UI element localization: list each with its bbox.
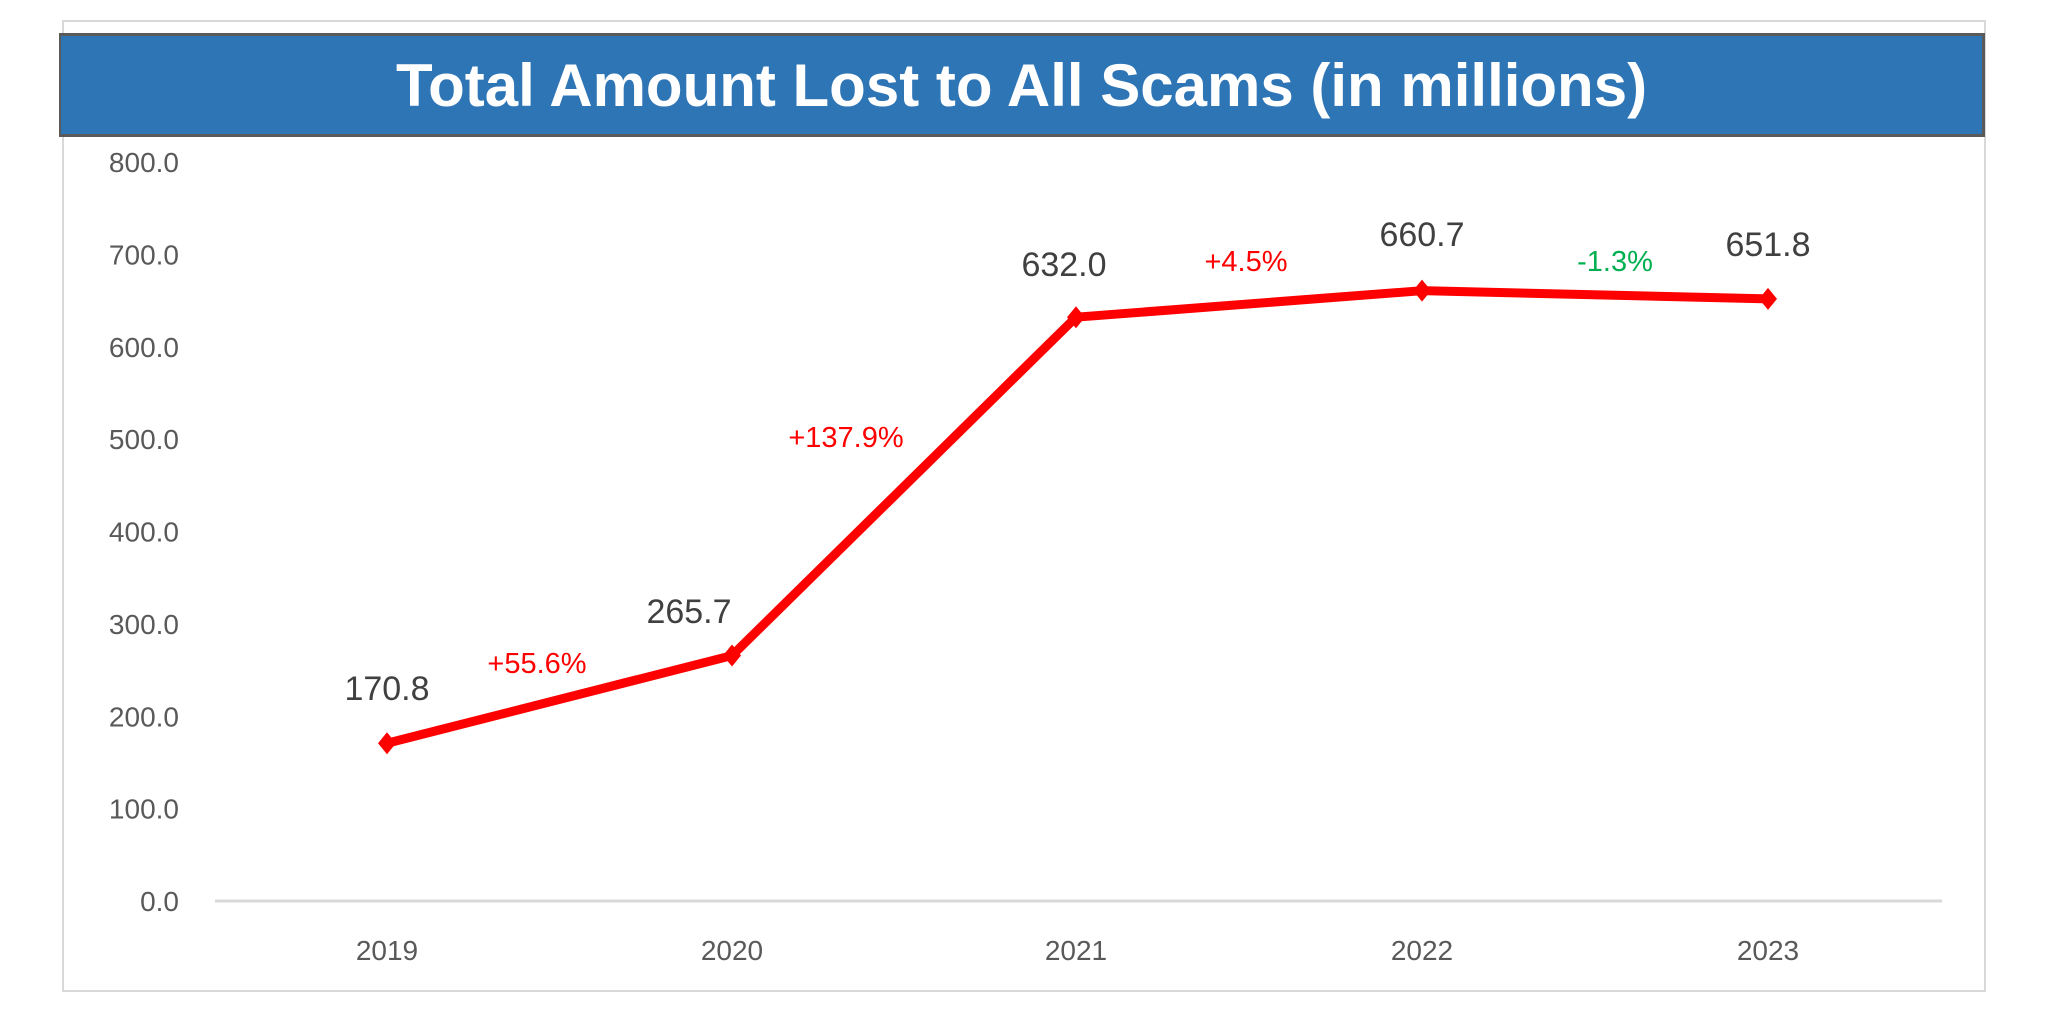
data-label: 632.0 [1021, 246, 1106, 284]
data-point-marker [1413, 279, 1431, 302]
x-tick-label: 2023 [1737, 935, 1799, 966]
y-tick-label: 0.0 [140, 886, 179, 917]
title-bar: Total Amount Lost to All Scams (in milli… [59, 33, 1985, 137]
x-tick-label: 2019 [356, 935, 418, 966]
y-tick-label: 100.0 [109, 794, 179, 825]
y-tick-label: 600.0 [109, 332, 179, 363]
chart-frame [62, 20, 1986, 992]
data-label: 170.8 [344, 670, 429, 708]
change-label: +55.6% [487, 648, 586, 680]
change-label: -1.3% [1577, 246, 1653, 278]
data-label: 651.8 [1725, 226, 1810, 264]
series-line [385, 286, 1769, 748]
data-point-marker [1759, 287, 1777, 310]
data-point-marker [723, 644, 741, 667]
y-tick-label: 200.0 [109, 701, 179, 732]
y-tick-label: 300.0 [109, 609, 179, 640]
x-tick-label: 2020 [701, 935, 763, 966]
y-tick-label: 500.0 [109, 424, 179, 455]
y-tick-label: 700.0 [109, 239, 179, 270]
data-label: 660.7 [1379, 216, 1464, 254]
chart-title: Total Amount Lost to All Scams (in milli… [395, 51, 1648, 119]
x-tick-label: 2022 [1391, 935, 1453, 966]
x-tick-label: 2021 [1045, 935, 1107, 966]
y-tick-label: 400.0 [109, 517, 179, 548]
change-label: +137.9% [788, 422, 903, 454]
data-point-marker [1067, 306, 1085, 329]
change-label: +4.5% [1204, 246, 1287, 278]
data-point-marker [378, 732, 396, 755]
y-tick-label: 800.0 [109, 147, 179, 178]
data-label: 265.7 [646, 593, 731, 631]
